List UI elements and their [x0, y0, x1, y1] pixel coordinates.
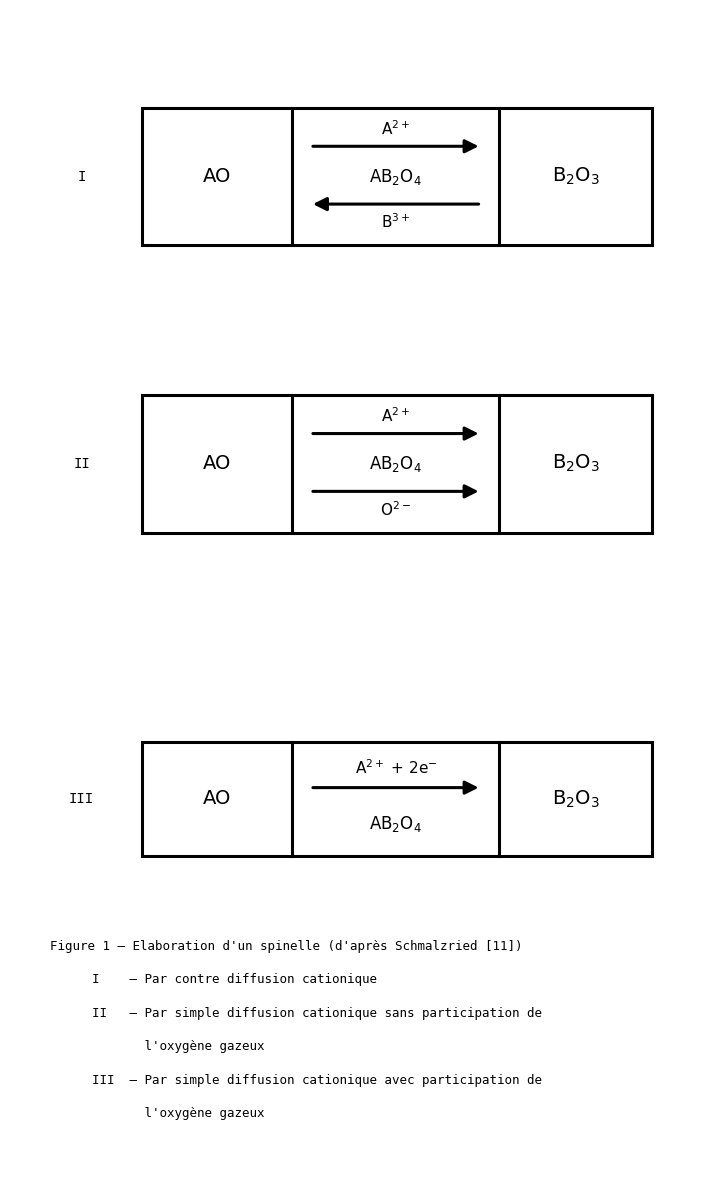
Text: AB$_2$O$_4$: AB$_2$O$_4$ — [369, 814, 422, 834]
Text: O$^{2-}$: O$^{2-}$ — [380, 500, 411, 518]
Text: AB$_2$O$_4$: AB$_2$O$_4$ — [369, 454, 422, 474]
Text: I    – Par contre diffusion cationique: I – Par contre diffusion cationique — [92, 973, 377, 986]
Text: l'oxygène gazeux: l'oxygène gazeux — [92, 1040, 264, 1053]
Text: A$^{2+}$: A$^{2+}$ — [381, 406, 411, 425]
Text: A$^{2+}$ + 2e$^{-}$: A$^{2+}$ + 2e$^{-}$ — [354, 758, 437, 777]
Text: B$_2$O$_3$: B$_2$O$_3$ — [552, 454, 600, 474]
Text: B$^{3+}$: B$^{3+}$ — [381, 213, 411, 231]
Bar — [142, 395, 652, 533]
Text: III: III — [69, 792, 94, 806]
Text: l'oxygène gazeux: l'oxygène gazeux — [92, 1107, 264, 1120]
Text: B$_2$O$_3$: B$_2$O$_3$ — [552, 789, 600, 809]
Text: II   – Par simple diffusion cationique sans participation de: II – Par simple diffusion cationique san… — [92, 1007, 542, 1020]
Text: A$^{2+}$: A$^{2+}$ — [381, 119, 411, 138]
Text: II: II — [73, 457, 90, 470]
Text: B$_2$O$_3$: B$_2$O$_3$ — [552, 166, 600, 187]
Text: I: I — [77, 170, 86, 183]
Bar — [142, 742, 652, 856]
Bar — [142, 108, 652, 245]
Text: AO: AO — [203, 168, 231, 186]
Text: AO: AO — [203, 790, 231, 808]
Text: AO: AO — [203, 455, 231, 473]
Text: AB$_2$O$_4$: AB$_2$O$_4$ — [369, 166, 422, 187]
Text: Figure 1 – Elaboration d'un spinelle (d'après Schmalzried [11]): Figure 1 – Elaboration d'un spinelle (d'… — [50, 940, 522, 953]
Text: III  – Par simple diffusion cationique avec participation de: III – Par simple diffusion cationique av… — [92, 1074, 542, 1087]
